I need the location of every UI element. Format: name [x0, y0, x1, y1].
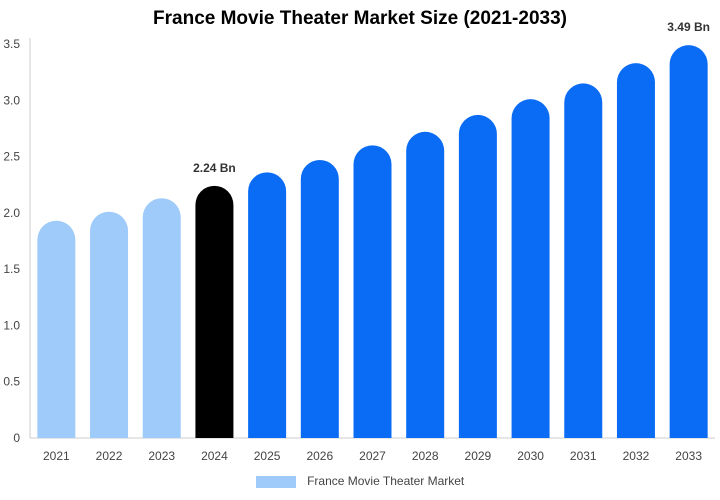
bar-2023	[142, 198, 181, 438]
x-tick-label: 2022	[96, 449, 123, 463]
y-tick-label: 3.5	[3, 37, 20, 51]
y-tick-label: 1.0	[3, 318, 20, 332]
y-tick-label: 0	[13, 431, 20, 445]
x-tick-label: 2021	[43, 449, 70, 463]
bar-2029	[458, 114, 497, 439]
x-tick-label: 2028	[412, 449, 439, 463]
y-tick-label: 2.5	[3, 150, 20, 164]
x-tick-label: 2023	[148, 449, 175, 463]
bar-2028	[406, 131, 445, 438]
x-tick-label: 2031	[570, 449, 597, 463]
data-labels-group: 2.24 Bn 3.49 Bn	[193, 20, 710, 175]
y-tick-label: 3.0	[3, 93, 20, 107]
bar-2032	[616, 63, 655, 438]
y-axis: 0 0.5 1.0 1.5 2.0 2.5 3.0 3.5	[3, 37, 31, 445]
legend-label: France Movie Theater Market	[307, 474, 465, 488]
x-tick-label: 2033	[675, 449, 702, 463]
bar-2030	[511, 99, 550, 438]
x-tick-label: 2024	[201, 449, 228, 463]
bar-2024	[195, 185, 234, 438]
x-tick-label: 2026	[306, 449, 333, 463]
x-axis: 2021 2022 2023 2024 2025 2026 2027 2028 2029 2030…	[30, 437, 715, 463]
y-tick-label: 0.5	[3, 375, 20, 389]
x-tick-label: 2030	[517, 449, 544, 463]
data-label: 3.49 Bn	[667, 20, 710, 34]
bar-2027	[353, 145, 392, 439]
x-tick-label: 2027	[359, 449, 386, 463]
x-tick-label: 2032	[623, 449, 650, 463]
x-tick-label: 2025	[254, 449, 281, 463]
legend: France Movie Theater Market	[0, 474, 720, 488]
bar-2026	[300, 159, 339, 438]
y-tick-label: 1.5	[3, 262, 20, 276]
chart-title: France Movie Theater Market Size (2021-2…	[153, 8, 567, 29]
bars-group	[37, 45, 708, 439]
bar-2025	[248, 172, 287, 438]
bar-2033	[669, 45, 708, 438]
data-label: 2.24 Bn	[193, 161, 236, 175]
bar-2022	[90, 211, 129, 438]
bar-2021	[37, 220, 76, 438]
y-tick-label: 2.0	[3, 206, 20, 220]
bar-chart: 00.51.01.52.02.53.03.5 2021 2022 2023 2024 2…	[3, 20, 715, 463]
legend-swatch	[255, 475, 296, 488]
x-tick-label: 2029	[465, 449, 492, 463]
bar-2031	[564, 83, 603, 439]
